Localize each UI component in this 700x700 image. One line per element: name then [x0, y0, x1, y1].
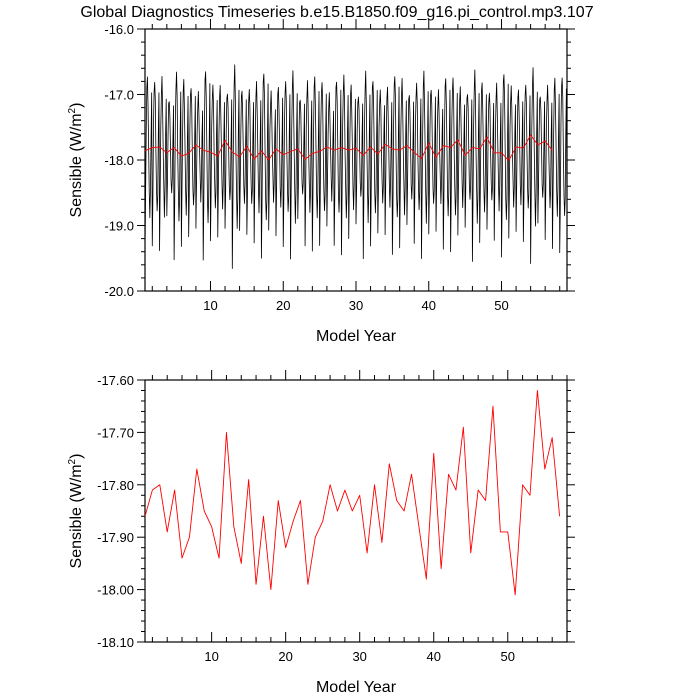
y-axis-title: Sensible (W/m2) [67, 454, 85, 569]
x-tick-label: 50 [501, 649, 515, 664]
y-axis-title-tail: ) [68, 103, 85, 108]
y-tick-label: -17.90 [97, 530, 134, 545]
y-tick-label: -20.0 [104, 284, 134, 299]
y-axis-title-main: Sensible (W/m [68, 113, 85, 217]
y-axis-title: Sensible (W/m2) [67, 103, 85, 218]
y-tick-label: -17.80 [97, 478, 134, 493]
y-axis-title-superscript: 2 [67, 107, 78, 113]
y-tick-label: -19.0 [104, 219, 134, 234]
y-tick-label: -17.70 [97, 425, 134, 440]
x-tick-label: 30 [352, 649, 366, 664]
y-tick-label: -16.0 [104, 22, 134, 37]
y-tick-label: -17.0 [104, 88, 134, 103]
top-panel: 10 20 30 40 50 -20.0 -19.0 -18.0 -17.0 -16.0 Model… [67, 19, 575, 345]
x-tick-label: 40 [427, 649, 441, 664]
x-tick-label: 10 [203, 298, 217, 313]
y-tick-label: -18.0 [104, 153, 134, 168]
chart-title: Global Diagnostics Timeseries b.e15.B185… [80, 4, 593, 21]
y-tick-label: -18.00 [97, 583, 134, 598]
x-tick-label: 20 [276, 298, 290, 313]
y-axis-title-superscript: 2 [67, 458, 78, 464]
x-axis-title: Model Year [316, 328, 397, 345]
series-line-annual [144, 390, 561, 596]
x-tick-label: 20 [278, 649, 292, 664]
x-tick-label: 30 [349, 298, 363, 313]
x-tick-label: 40 [422, 298, 436, 313]
bottom-panel: 10 20 30 40 50 -18.10 -18.00 -17.90 -17.80 -17.70… [67, 370, 575, 696]
plot-frame [144, 379, 568, 643]
y-tick-label: -18.10 [97, 635, 134, 650]
y-axis-title-main: Sensible (W/m [68, 464, 85, 568]
x-tick-label: 10 [204, 649, 218, 664]
series-line-monthly [144, 64, 568, 269]
series-line-annual [144, 134, 553, 162]
y-axis-title-tail: ) [68, 454, 85, 459]
y-tick-label: -17.60 [97, 373, 134, 388]
x-axis-title: Model Year [316, 679, 397, 696]
x-tick-label: 50 [494, 298, 508, 313]
